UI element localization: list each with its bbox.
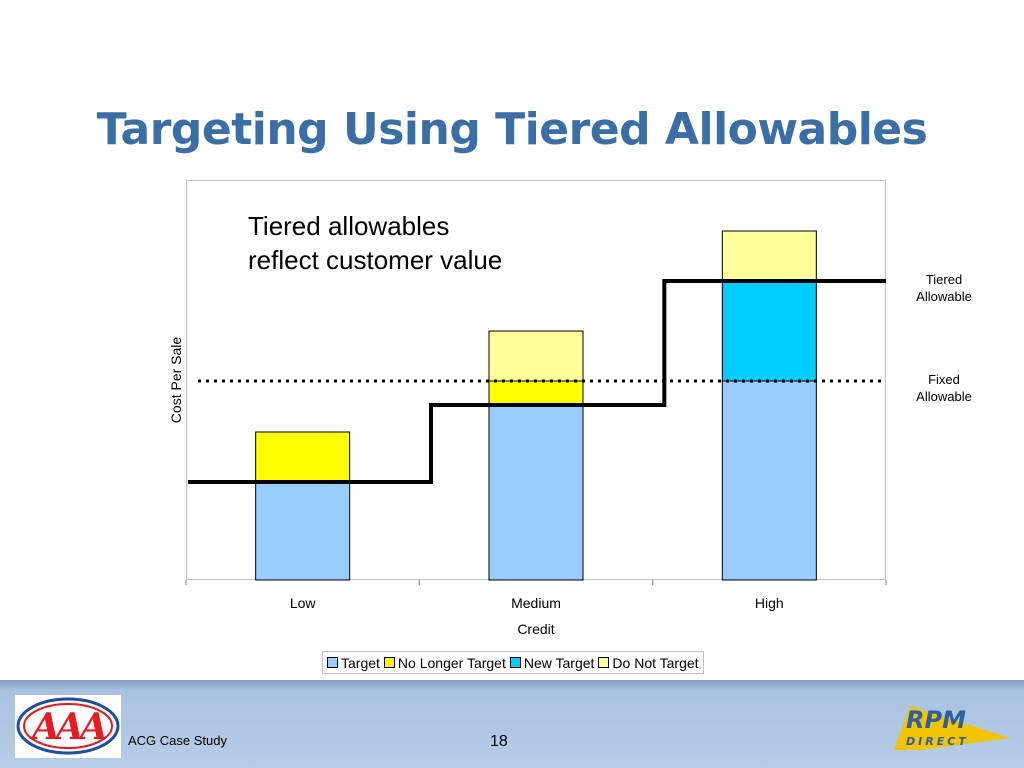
legend-swatch xyxy=(327,657,338,668)
slide-title: Targeting Using Tiered Allowables xyxy=(96,104,928,155)
tiered-allowable-label: Tiered Allowable xyxy=(916,272,972,304)
rpm-direct-logo: RPM DIRECT xyxy=(890,698,1014,754)
footer-bar xyxy=(0,680,1024,768)
legend-item: No Longer Target xyxy=(383,654,506,671)
bar-target-medium xyxy=(488,404,584,581)
legend-label: New Target xyxy=(523,654,595,671)
bar-new-target-high xyxy=(721,280,817,382)
bar-target-high xyxy=(721,380,817,581)
tiered-allowable-line xyxy=(188,279,886,484)
legend-swatch xyxy=(509,657,521,668)
x-tick-label-high: High xyxy=(755,595,784,611)
bar-target-low xyxy=(255,481,351,581)
legend-label: Target xyxy=(341,654,380,671)
chart-legend: Target No Longer Target New Target Do Not T… xyxy=(322,651,704,674)
legend-item: Target xyxy=(327,655,380,671)
x-tick-label-low: Low xyxy=(290,595,317,611)
bar-do-not-target-high xyxy=(721,230,817,282)
legend-label: Do Not Target xyxy=(612,654,699,671)
bar-no-longer-target-low xyxy=(255,431,351,483)
footer-text: ACG Case Study xyxy=(128,733,227,748)
legend-label: No Longer Target xyxy=(397,654,506,671)
chart-annotation: Tiered allowables reflect customer value xyxy=(248,211,503,275)
aaa-logo-text: AAA xyxy=(29,706,107,748)
x-tick-label-medium: Medium xyxy=(511,595,561,611)
bar-no-longer-target-medium xyxy=(488,380,584,406)
y-axis-title: Cost Per Sale xyxy=(168,337,184,424)
bar-do-not-target-medium xyxy=(488,330,584,382)
fixed-allowable-label: Fixed Allowable xyxy=(916,372,972,404)
legend-item: Do Not Target xyxy=(598,654,699,671)
legend-swatch xyxy=(598,657,610,668)
chart-svg: Low Medium High Credit Cost Per Sale xyxy=(168,230,887,637)
page-number: 18 xyxy=(490,733,508,750)
legend-item: New Target xyxy=(509,654,595,671)
legend-swatch xyxy=(383,657,395,668)
aaa-logo: AAA xyxy=(15,695,121,758)
x-axis-title: Credit xyxy=(517,621,554,637)
direct-text: DIRECT xyxy=(906,735,969,748)
rpm-text: RPM xyxy=(906,706,966,734)
